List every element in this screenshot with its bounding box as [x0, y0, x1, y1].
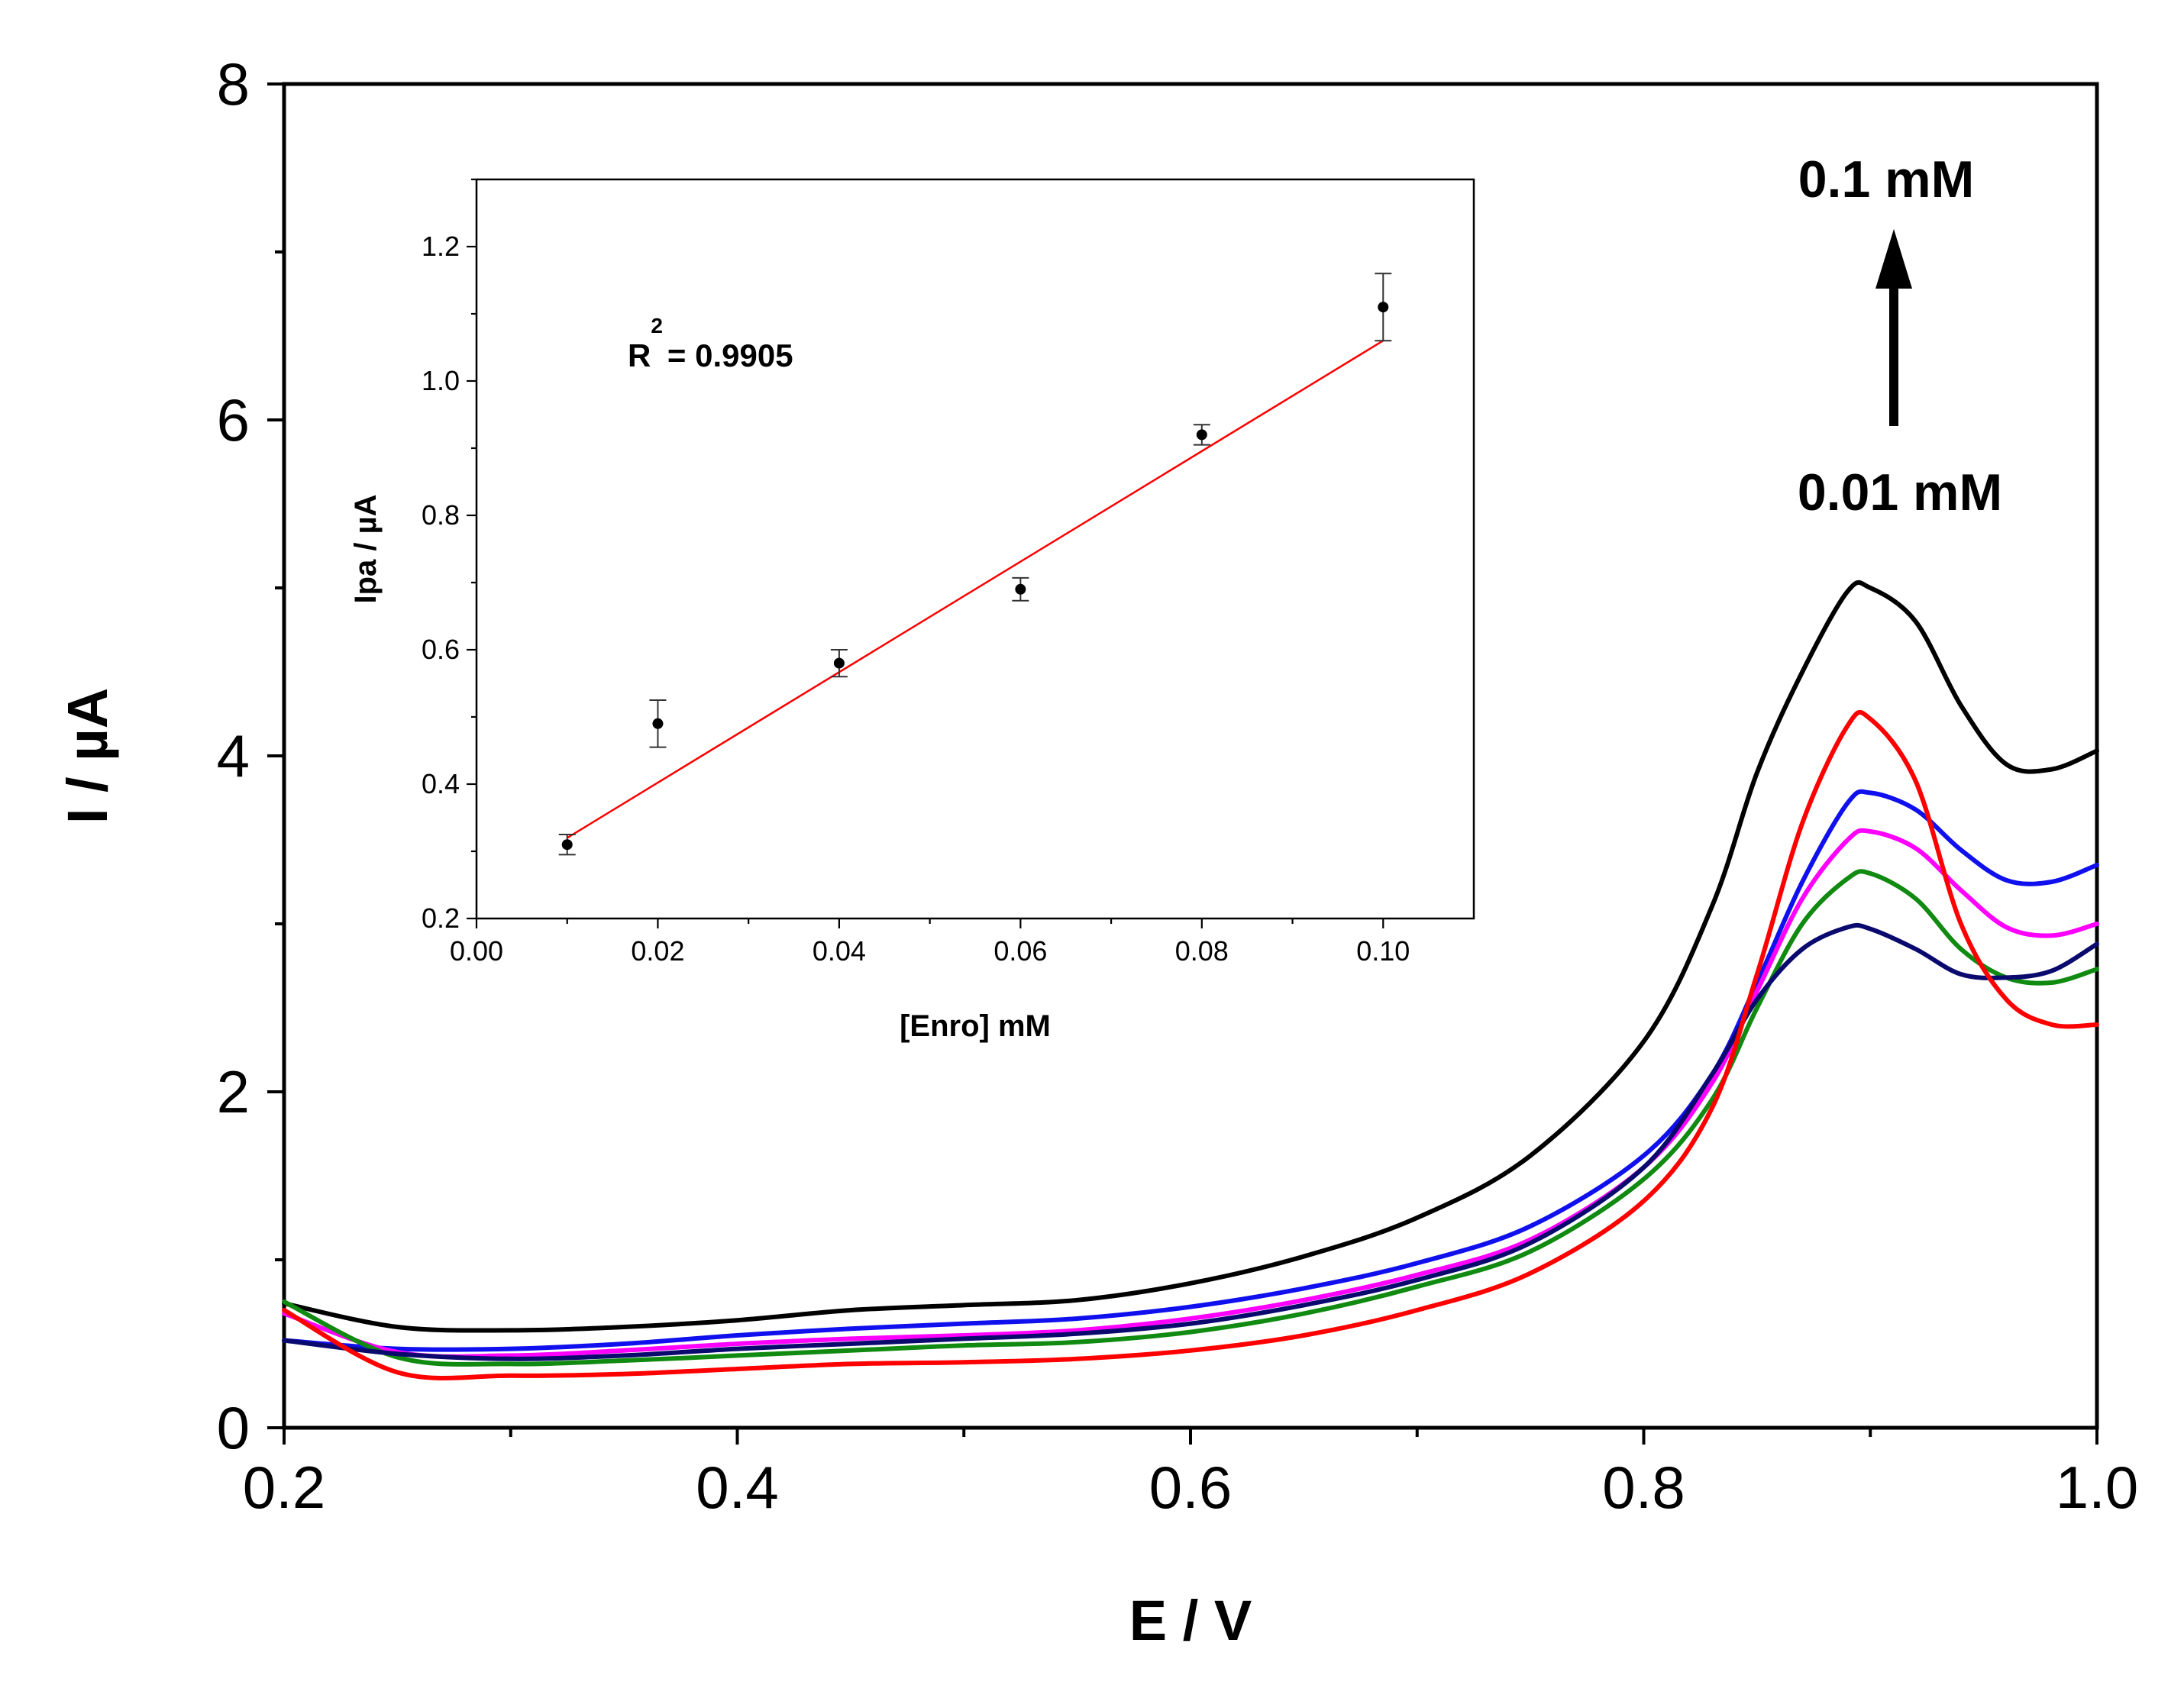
inset-y-tick-label: 0.8: [422, 499, 460, 531]
series-line-0-1-mM: [282, 579, 2099, 1333]
inset-y-tick-label: 1.0: [422, 365, 460, 396]
series-line-0-04-mM: [282, 869, 2099, 1367]
series-line-0-02-mM: [282, 922, 2099, 1361]
concentration-arrow-head-icon: [1875, 229, 1912, 289]
inset-x-axis-label: [Enro] mM: [900, 1009, 1051, 1043]
annotation-bottom: 0.01 mM: [1798, 463, 2002, 521]
main-x-tick-label: 0.8: [1602, 1454, 1685, 1521]
inset-data-point: [1015, 583, 1026, 595]
inset-x-tick-label: 0.00: [450, 935, 503, 967]
main-y-axis: 0 2 4 6 8: [217, 50, 284, 1461]
inset-x-tick-label: 0.02: [631, 935, 684, 967]
main-x-tick-label: 0.4: [696, 1454, 778, 1521]
inset-y-tick-label: 0.4: [422, 768, 460, 799]
inset-x-axis: 0.00 0.02 0.04 0.06 0.08 0.10: [450, 918, 1410, 967]
main-y-tick-label: 8: [217, 50, 250, 118]
annotation-top: 0.1 mM: [1798, 150, 1975, 208]
main-x-axis: 0.2 0.4 0.6 0.8 1.0: [243, 1428, 2138, 1521]
inset-x-tick-label: 0.10: [1356, 935, 1410, 967]
main-y-tick-label: 2: [217, 1058, 250, 1125]
inset-data-point: [1196, 429, 1207, 441]
r-squared-base: R: [628, 337, 651, 373]
inset-fit-group: [567, 340, 1384, 839]
inset-y-tick-label: 0.2: [422, 902, 460, 934]
r-squared-value: = 0.9905: [667, 337, 793, 373]
inset-plot-frame: [475, 178, 1475, 920]
inset-data-point: [833, 657, 845, 669]
inset-x-tick-label: 0.06: [993, 935, 1047, 967]
inset-x-tick-label: 0.08: [1175, 935, 1229, 967]
inset-fit-line: [567, 340, 1384, 839]
main-y-tick-label: 0: [217, 1394, 250, 1461]
inset-y-axis: 0.2 0.4 0.6 0.8 1.0 1.2: [422, 178, 477, 934]
series-line-0-01-mM: [282, 709, 2099, 1380]
inset-x-tick-label: 0.04: [813, 935, 866, 967]
main-series-group: [282, 579, 2099, 1380]
inset-y-tick-label: 1.2: [422, 231, 460, 262]
main-x-tick-label: 0.6: [1149, 1454, 1232, 1521]
inset-y-tick-label: 0.6: [422, 634, 460, 665]
inset-y-axis-label: Ipa / µA: [349, 494, 383, 603]
r-squared-superscript: 2: [651, 314, 663, 337]
series-line-0-06-mM: [282, 828, 2099, 1359]
inset-data-point: [561, 839, 573, 851]
main-x-tick-label: 0.2: [243, 1454, 325, 1521]
inset-data-point: [652, 718, 664, 729]
series-line-0-08-mM: [282, 789, 2099, 1352]
main-x-axis-label: E / V: [1129, 1589, 1252, 1652]
main-y-tick-label: 4: [217, 722, 250, 789]
inset-points-group: [558, 273, 1392, 856]
main-x-tick-label: 1.0: [2056, 1454, 2138, 1521]
inset-data-point: [1378, 302, 1389, 313]
main-y-tick-label: 6: [217, 386, 250, 454]
r-squared-annotation: R2= 0.9905: [628, 314, 793, 373]
main-y-axis-label: I / µA: [56, 688, 119, 824]
